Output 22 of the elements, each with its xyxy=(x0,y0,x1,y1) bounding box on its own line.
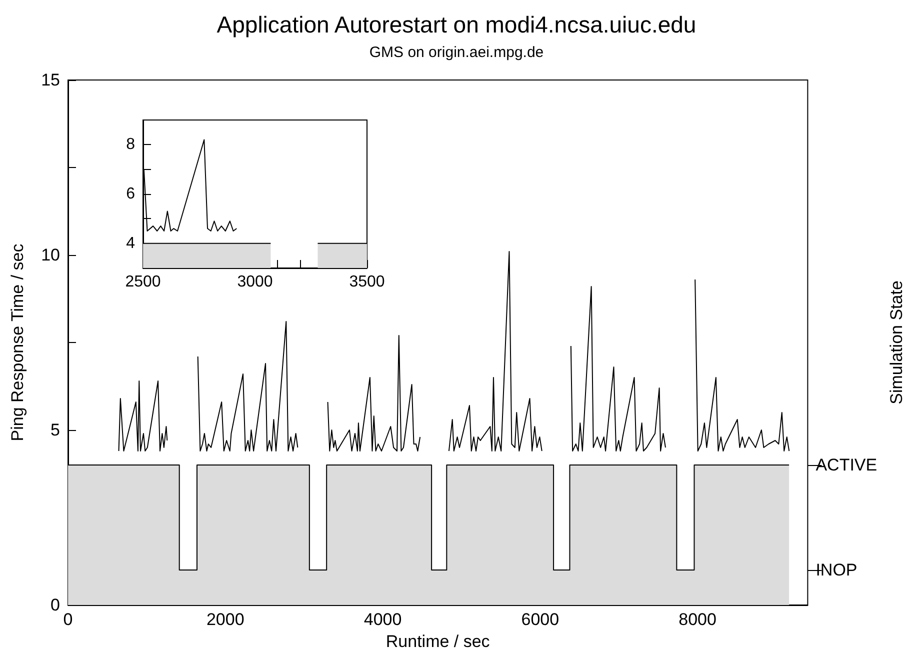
x-tick-label: 4000 xyxy=(364,610,402,629)
chart-subtitle: GMS on origin.aei.mpg.de xyxy=(369,44,544,61)
y-tick-label: 15 xyxy=(41,70,60,90)
text: ACTIVE xyxy=(816,456,878,474)
y-tick-label: 4 xyxy=(126,234,136,252)
y-tick-label: 8 xyxy=(126,136,136,154)
x-tick-label: 6000 xyxy=(521,610,560,629)
x-tick-label: 8000 xyxy=(678,610,716,629)
y-tick-label: 10 xyxy=(41,246,60,264)
y2-axis-title: Simulation State xyxy=(887,280,906,404)
x-tick-label: 2500 xyxy=(125,274,161,290)
x-tick-label: 3500 xyxy=(349,274,385,290)
x-tick-label: 0 xyxy=(63,610,73,629)
y-tick-label: 5 xyxy=(50,420,60,440)
x-axis-title: Runtime / sec xyxy=(386,632,490,651)
y-axis-title: Ping Response Time / sec xyxy=(8,243,27,442)
x-tick-label: 3000 xyxy=(237,274,273,290)
chart-title: Application Autorestart on modi4.ncsa.uiuc.edu xyxy=(216,12,696,38)
y-tick-label: 6 xyxy=(126,186,136,202)
x-tick-label: 2000 xyxy=(206,610,244,629)
text: INOP xyxy=(816,560,858,580)
y-tick-label: 0 xyxy=(50,596,60,614)
